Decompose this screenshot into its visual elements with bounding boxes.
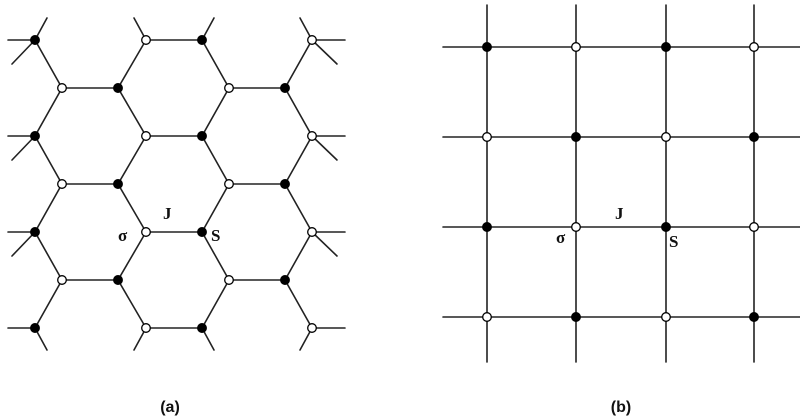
square-edges xyxy=(442,4,800,363)
honeycomb-diagonal-edge xyxy=(284,183,313,233)
honeycomb-diagonal-edge xyxy=(284,87,313,137)
honeycomb-site-filled xyxy=(30,131,40,141)
honeycomb-diagonal-edge xyxy=(34,183,63,233)
square-site-filled xyxy=(571,312,581,322)
panel-a-honeycomb-lattice: σ J S (a) xyxy=(7,17,346,416)
honeycomb-site-open xyxy=(141,323,151,333)
honeycomb-diagonal-edge xyxy=(117,39,147,89)
honeycomb-diagonal-edge xyxy=(201,39,230,89)
honeycomb-diagonal-edge xyxy=(201,279,230,329)
square-site-filled xyxy=(482,42,492,52)
honeycomb-diagonal-edge xyxy=(34,87,63,137)
sigma-label-b: σ xyxy=(556,228,566,247)
honeycomb-diagonal-edge xyxy=(284,231,313,281)
honeycomb-boundary-edge xyxy=(11,231,36,257)
honeycomb-site-filled xyxy=(280,179,290,189)
spin-label-b: S xyxy=(669,232,678,251)
honeycomb-edges xyxy=(7,17,346,351)
honeycomb-diagonal-edge xyxy=(34,279,63,329)
square-site-open xyxy=(482,312,492,322)
square-site-open xyxy=(749,42,759,52)
square-site-filled xyxy=(749,312,759,322)
honeycomb-site-open xyxy=(307,323,317,333)
honeycomb-sites xyxy=(30,35,317,333)
honeycomb-boundary-edge xyxy=(311,39,338,65)
square-site-open xyxy=(482,132,492,142)
sigma-label-a: σ xyxy=(118,226,128,245)
honeycomb-diagonal-edge xyxy=(117,183,147,233)
honeycomb-diagonal-edge xyxy=(34,39,63,89)
honeycomb-site-filled xyxy=(280,275,290,285)
honeycomb-site-filled xyxy=(113,83,123,93)
honeycomb-site-filled xyxy=(113,275,123,285)
honeycomb-site-filled xyxy=(197,323,207,333)
square-site-open xyxy=(749,222,759,232)
coupling-label-b: J xyxy=(615,204,624,223)
honeycomb-diagonal-edge xyxy=(201,135,230,185)
honeycomb-diagonal-edge xyxy=(284,39,313,89)
honeycomb-boundary-edge xyxy=(11,39,36,65)
square-site-open xyxy=(661,132,671,142)
honeycomb-site-filled xyxy=(113,179,123,189)
honeycomb-diagonal-edge xyxy=(201,231,230,281)
honeycomb-diagonal-edge xyxy=(284,135,313,185)
honeycomb-site-open xyxy=(307,131,317,141)
honeycomb-site-open xyxy=(57,275,67,285)
honeycomb-boundary-edge xyxy=(311,231,338,257)
honeycomb-diagonal-edge xyxy=(201,87,230,137)
square-site-filled xyxy=(749,132,759,142)
honeycomb-site-filled xyxy=(280,83,290,93)
honeycomb-diagonal-edge xyxy=(117,279,147,329)
honeycomb-site-open xyxy=(224,83,234,93)
honeycomb-diagonal-edge xyxy=(34,135,63,185)
honeycomb-site-open xyxy=(141,35,151,45)
honeycomb-site-open xyxy=(307,35,317,45)
honeycomb-diagonal-edge xyxy=(284,279,313,329)
coupling-label-a: J xyxy=(163,204,172,223)
honeycomb-site-filled xyxy=(30,35,40,45)
square-site-filled xyxy=(661,42,671,52)
honeycomb-site-open xyxy=(224,179,234,189)
honeycomb-diagonal-edge xyxy=(201,183,230,233)
square-site-open xyxy=(571,42,581,52)
square-sites xyxy=(482,42,759,322)
honeycomb-site-filled xyxy=(197,35,207,45)
square-site-open xyxy=(571,222,581,232)
square-site-open xyxy=(661,312,671,322)
honeycomb-site-filled xyxy=(30,323,40,333)
spin-label-a: S xyxy=(211,226,220,245)
honeycomb-diagonal-edge xyxy=(117,231,147,281)
caption-a: (a) xyxy=(160,399,180,416)
honeycomb-site-open xyxy=(57,179,67,189)
honeycomb-site-open xyxy=(57,83,67,93)
honeycomb-site-filled xyxy=(30,227,40,237)
panel-b-square-lattice: σ J S (b) xyxy=(442,4,800,416)
caption-b: (b) xyxy=(611,399,631,416)
honeycomb-diagonal-edge xyxy=(117,135,147,185)
honeycomb-site-open xyxy=(141,131,151,141)
honeycomb-diagonal-edge xyxy=(117,87,147,137)
honeycomb-boundary-edge xyxy=(311,135,338,161)
honeycomb-boundary-edge xyxy=(11,135,36,161)
honeycomb-site-open xyxy=(141,227,151,237)
honeycomb-site-open xyxy=(224,275,234,285)
honeycomb-site-filled xyxy=(197,227,207,237)
honeycomb-diagonal-edge xyxy=(34,231,63,281)
square-site-filled xyxy=(482,222,492,232)
square-site-filled xyxy=(571,132,581,142)
honeycomb-site-filled xyxy=(197,131,207,141)
honeycomb-site-open xyxy=(307,227,317,237)
square-site-filled xyxy=(661,222,671,232)
